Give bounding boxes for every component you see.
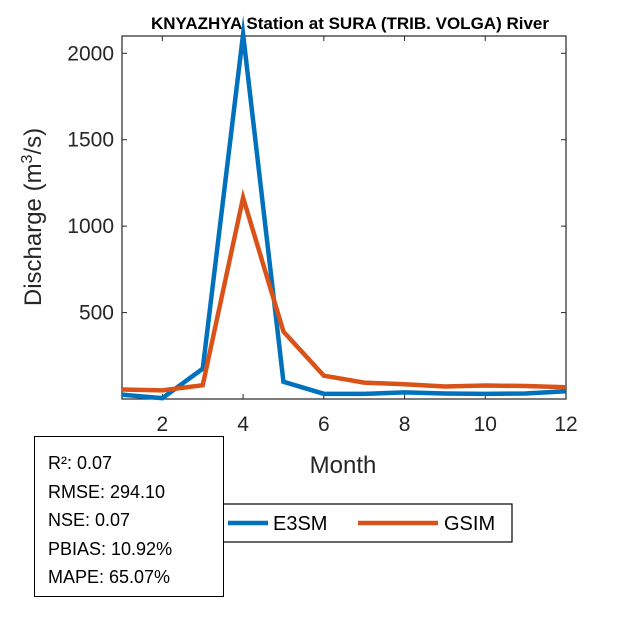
stats-box: R²: 0.07 RMSE: 294.10 NSE: 0.07 PBIAS: 1…	[34, 436, 224, 597]
y-axis-label: Discharge (m3/s)	[19, 128, 47, 306]
x-tick-label: 2	[157, 413, 169, 436]
stat-nse: NSE: 0.07	[48, 510, 131, 530]
y-axis-ticks: 500 1000 1500 2000	[67, 42, 566, 325]
x-tick-label: 6	[318, 413, 330, 436]
axes-box	[121, 35, 567, 400]
y-tick-label: 1500	[67, 129, 114, 152]
y-tick-label: 1000	[67, 215, 114, 238]
series-lines	[121, 15, 567, 401]
y-tick-label: 500	[79, 302, 114, 325]
y-axis-label-tail: /s)	[20, 128, 47, 155]
x-tick-label: 4	[237, 413, 249, 436]
x-axis-ticks: 2 4 6 8 10 12	[157, 36, 578, 436]
plot-area	[121, 35, 567, 400]
x-axis-label: Month	[310, 452, 377, 479]
stat-pbias: PBIAS: 10.92%	[48, 538, 173, 559]
y-axis-label-superscript: 3	[19, 154, 36, 163]
y-tick-label: 2000	[67, 42, 114, 65]
series-line-gsim	[121, 188, 567, 393]
legend-label-e3sm: E3SM	[273, 513, 327, 535]
x-tick-label: 12	[554, 413, 577, 436]
stat-mape: MAPE: 65.07%	[48, 567, 171, 587]
y-axis-label-base: Discharge (m	[20, 163, 47, 306]
x-tick-label: 8	[399, 413, 411, 436]
series-line-e3sm	[121, 15, 567, 401]
chart-title: KNYAZHYA Station at SURA (TRIB. VOLGA) R…	[151, 14, 549, 33]
stat-rmse: RMSE: 294.10	[48, 481, 166, 502]
legend: E3SM GSIM	[217, 503, 513, 543]
legend-label-gsim: GSIM	[444, 513, 495, 535]
stat-r2: R²: 0.07	[48, 453, 113, 473]
x-tick-label: 10	[474, 413, 497, 436]
